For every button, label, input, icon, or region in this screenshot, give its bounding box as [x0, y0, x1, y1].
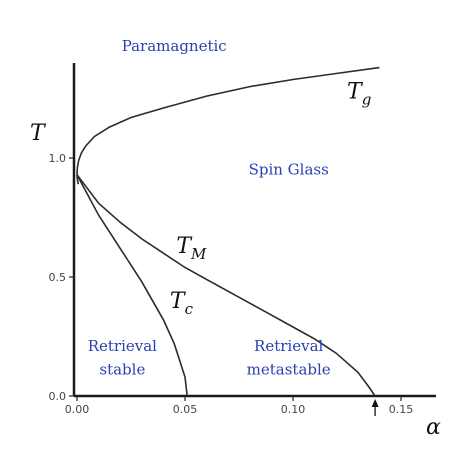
- t-g-curve: [76, 66, 380, 175]
- x-tick-label: 0.05: [173, 403, 198, 416]
- y-axis-label: T: [30, 121, 47, 146]
- x-tick-label: 0.15: [389, 403, 414, 416]
- t-m-label: TM: [176, 234, 207, 263]
- region-label: Retrieval: [88, 337, 157, 355]
- t-c-curve: [76, 174, 188, 397]
- region-label: metastable: [247, 361, 331, 379]
- y-tick-label: 0.0: [49, 390, 67, 403]
- region-label: stable: [99, 361, 145, 379]
- x-axis-label: α: [426, 415, 441, 440]
- y-tick-label: 0.5: [49, 271, 67, 284]
- x-tick-label: 0.00: [65, 403, 90, 416]
- t-m-curve: [76, 174, 376, 397]
- t-g-label: Tg: [347, 80, 371, 109]
- region-label: Paramagnetic: [122, 37, 227, 55]
- curve-label-subscript: c: [185, 300, 194, 318]
- curve-label-subscript: M: [190, 245, 207, 263]
- curve-label-main: T: [176, 234, 193, 259]
- y-tick-label: 1.0: [49, 152, 67, 165]
- axes: [72, 63, 436, 398]
- tick-marks: 0.00 0.05 0.10 0.15 0.0 0.5 1.0: [49, 152, 414, 416]
- region-label: Retrieval: [254, 337, 323, 355]
- t-c-label: Tc: [170, 289, 194, 318]
- curve-label-main: T: [347, 80, 364, 105]
- curve-label-subscript: g: [362, 91, 372, 109]
- critical-alpha-arrow: [371, 399, 379, 416]
- region-label: Spin Glass: [249, 161, 329, 179]
- curve-label-main: T: [170, 289, 187, 314]
- curves: [76, 66, 380, 397]
- arrow-head: [371, 399, 379, 407]
- x-tick-label: 0.10: [281, 403, 306, 416]
